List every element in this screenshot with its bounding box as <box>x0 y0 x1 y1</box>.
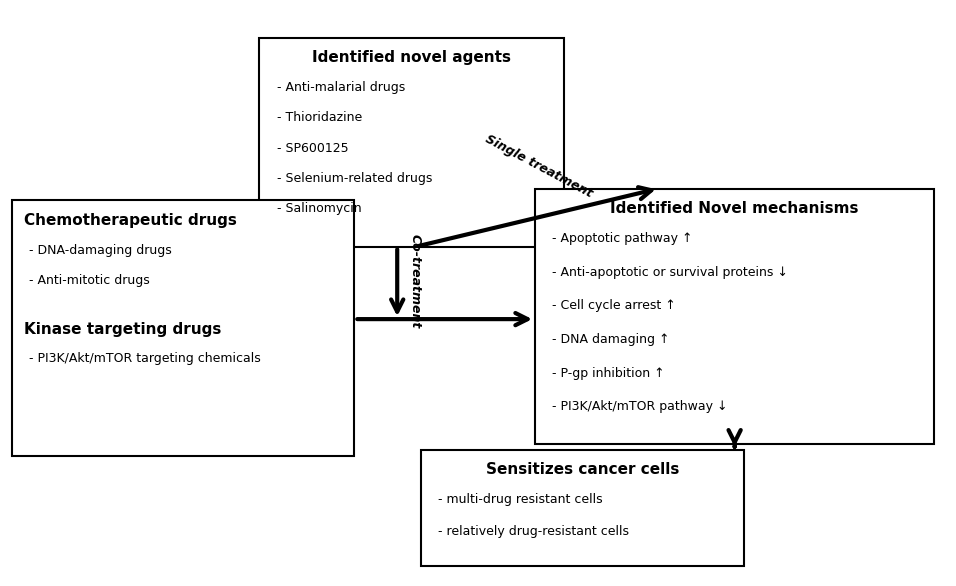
Text: Co-treatment: Co-treatment <box>408 234 422 329</box>
Text: - Selenium-related drugs: - Selenium-related drugs <box>276 172 432 185</box>
Text: - PI3K/Akt/mTOR targeting chemicals: - PI3K/Akt/mTOR targeting chemicals <box>30 352 261 365</box>
Text: - Salinomycin: - Salinomycin <box>276 202 361 215</box>
Text: Sensitizes cancer cells: Sensitizes cancer cells <box>486 462 679 478</box>
Text: Single treatment: Single treatment <box>483 132 595 200</box>
Text: Kinase targeting drugs: Kinase targeting drugs <box>24 322 221 337</box>
FancyBboxPatch shape <box>259 38 563 247</box>
Text: - Thioridazine: - Thioridazine <box>276 111 361 124</box>
Text: - multi-drug resistant cells: - multi-drug resistant cells <box>438 493 602 506</box>
Text: Chemotherapeutic drugs: Chemotherapeutic drugs <box>24 213 236 228</box>
FancyBboxPatch shape <box>12 200 355 455</box>
Text: - Anti-apoptotic or survival proteins ↓: - Anti-apoptotic or survival proteins ↓ <box>553 265 788 279</box>
FancyBboxPatch shape <box>535 189 934 444</box>
Text: - P-gp inhibition ↑: - P-gp inhibition ↑ <box>553 367 664 380</box>
Text: Identified Novel mechanisms: Identified Novel mechanisms <box>610 201 858 216</box>
Text: Identified novel agents: Identified novel agents <box>312 50 511 66</box>
Text: - Cell cycle arrest ↑: - Cell cycle arrest ↑ <box>553 299 676 312</box>
Text: - PI3K/Akt/mTOR pathway ↓: - PI3K/Akt/mTOR pathway ↓ <box>553 400 728 413</box>
Text: - DNA-damaging drugs: - DNA-damaging drugs <box>30 244 172 257</box>
Text: - relatively drug-resistant cells: - relatively drug-resistant cells <box>438 525 629 538</box>
FancyBboxPatch shape <box>421 449 744 566</box>
Text: - Apoptotic pathway ↑: - Apoptotic pathway ↑ <box>553 232 693 245</box>
Text: - SP600125: - SP600125 <box>276 141 348 155</box>
Text: - DNA damaging ↑: - DNA damaging ↑ <box>553 333 669 346</box>
Text: - Anti-malarial drugs: - Anti-malarial drugs <box>276 81 404 94</box>
Text: - Anti-mitotic drugs: - Anti-mitotic drugs <box>30 274 150 287</box>
